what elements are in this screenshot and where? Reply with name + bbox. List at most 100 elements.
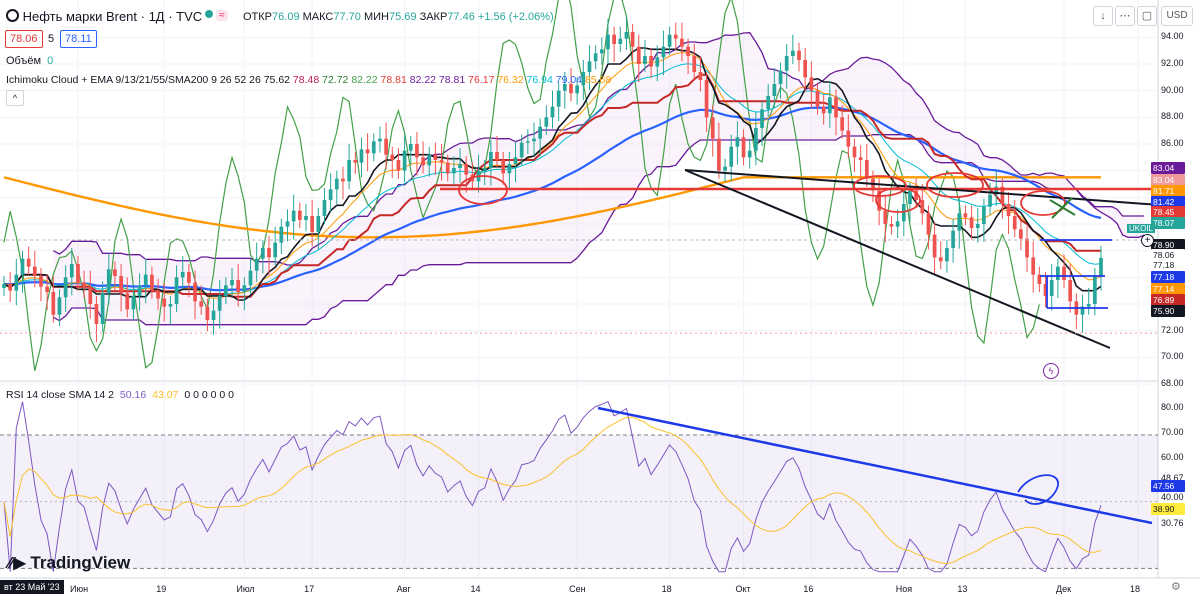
candle-body (686, 46, 690, 56)
candle-body (156, 290, 160, 299)
candle-body (784, 56, 789, 71)
time-tick-label: 19 (156, 584, 167, 594)
candle-body (1031, 257, 1036, 275)
maximize-pane-icon[interactable]: ▢ (1137, 6, 1157, 26)
high-value: 77.70 (333, 11, 361, 23)
candle-body (772, 84, 777, 96)
blue-target-lines (1040, 239, 1112, 309)
candle-body (606, 34, 610, 50)
upper-trend-line (684, 169, 1161, 206)
rsi-price-label: 38.90 (1151, 503, 1185, 515)
drawings[interactable] (0, 169, 1161, 349)
price-tick-label: 90.00 (1161, 84, 1184, 95)
price-label: 78.07 (1151, 217, 1185, 229)
symbol-title-row[interactable]: Нефть марки Brent · 1Д · TVC (6, 9, 202, 24)
wave-icon: ≈ (216, 10, 228, 21)
candle-body (643, 56, 647, 64)
price-label: 81.71 (1151, 185, 1185, 197)
indicator-value: 78.48 (290, 74, 320, 86)
candles[interactable] (2, 16, 1103, 342)
time-tick-label: 18 (1129, 584, 1140, 594)
candle-body (618, 38, 623, 44)
candle-body (279, 226, 284, 243)
currency-selector[interactable]: USD (1161, 6, 1193, 26)
candle-body (1019, 229, 1023, 239)
candle-body (655, 57, 660, 67)
time-tick-label: Ноя (895, 584, 913, 594)
candle-body (76, 264, 80, 283)
rsi-legend[interactable]: RSI 14 close SMA 14 2 50.16 43.07 0 0 0 … (6, 389, 234, 401)
candle-body (106, 269, 111, 294)
settings-gear-icon[interactable]: ⚙ (1171, 581, 1181, 593)
red-circle-annotation (853, 175, 907, 197)
price-label: 78.90 (1151, 239, 1185, 251)
sell-button[interactable]: 78.06 (5, 30, 43, 48)
candle-body (427, 154, 432, 166)
more-menu-icon[interactable]: ⋯ (1115, 6, 1135, 26)
candle-body (754, 128, 758, 151)
candle-body (698, 72, 703, 80)
candle-body (994, 186, 999, 195)
rsi-drawings[interactable] (597, 406, 1153, 525)
lightning-event-icon[interactable]: ϟ (1043, 363, 1059, 379)
candle-body (304, 216, 308, 220)
time-tick-label: Авг (396, 584, 411, 594)
candle-body (14, 274, 19, 291)
candle-body (26, 258, 31, 267)
indicator-legend[interactable]: Ichimoku Cloud + EMA 9/13/21/55/SMA200 9… (6, 74, 611, 86)
candle-body (1012, 216, 1017, 230)
change-value: +1.56 (+2.06%) (477, 11, 554, 23)
candle-body (433, 154, 438, 160)
rsi-sma-value: 43.07 (152, 389, 179, 401)
candle-body (908, 190, 912, 204)
crosshair-add-icon[interactable]: + (1141, 234, 1154, 247)
time-tick-label: 18 (661, 584, 672, 594)
candle-body (396, 160, 401, 171)
candle-body (877, 190, 881, 211)
candle-body (1006, 204, 1011, 216)
symbol-logo-icon (6, 9, 19, 22)
candle-body (673, 34, 678, 39)
scroll-down-arrow-icon[interactable]: ↓ (1093, 6, 1113, 26)
rsi-trend-line (597, 406, 1153, 525)
candle-body (1062, 266, 1066, 280)
candle-body (562, 84, 567, 91)
time-tick-label: Июл (236, 584, 255, 594)
candle-body (569, 84, 573, 94)
collapse-legend-chevron-icon[interactable]: ^ (6, 90, 24, 106)
candle-body (988, 194, 992, 207)
time-tick-label: Дек (1056, 584, 1072, 594)
candle-body (359, 149, 364, 163)
candle-body (821, 106, 826, 114)
tradingview-logo: ⁄⁄▶ TradingView (8, 553, 130, 573)
indicator-values: 75.62 78.48 72.72 82.22 78.81 82.22 78.8… (264, 74, 612, 86)
candle-body (710, 117, 715, 139)
candle-body (852, 146, 857, 158)
candle-body (495, 152, 499, 160)
candle-body (415, 144, 419, 158)
symbol-title[interactable]: Нефть марки Brent · 1Д · TVC (22, 9, 203, 24)
indicator-value: 76.17 (465, 74, 495, 86)
candle-body (439, 160, 444, 163)
candle-body (636, 46, 641, 64)
candle-body (322, 200, 327, 216)
open-value: 76.09 (272, 11, 300, 23)
market-status-icon-group[interactable]: ≈ (205, 9, 228, 21)
candle-body (267, 248, 271, 258)
candle-body (217, 296, 222, 311)
candle-body (260, 248, 265, 259)
candle-body (291, 210, 296, 222)
price-label: 77.14 (1151, 283, 1185, 295)
candle-body (384, 138, 388, 155)
candle-body (2, 284, 6, 288)
candle-body (717, 138, 721, 171)
sma200-line (3, 176, 1101, 239)
volume-legend[interactable]: Объём 0 (6, 55, 53, 67)
price-tick-label: 92.00 (1161, 58, 1184, 68)
candle-body (1086, 304, 1091, 307)
candle-body (310, 216, 314, 232)
buy-button[interactable]: 78.11 (60, 30, 97, 48)
candle-body (328, 189, 333, 200)
candle-body (797, 50, 801, 60)
